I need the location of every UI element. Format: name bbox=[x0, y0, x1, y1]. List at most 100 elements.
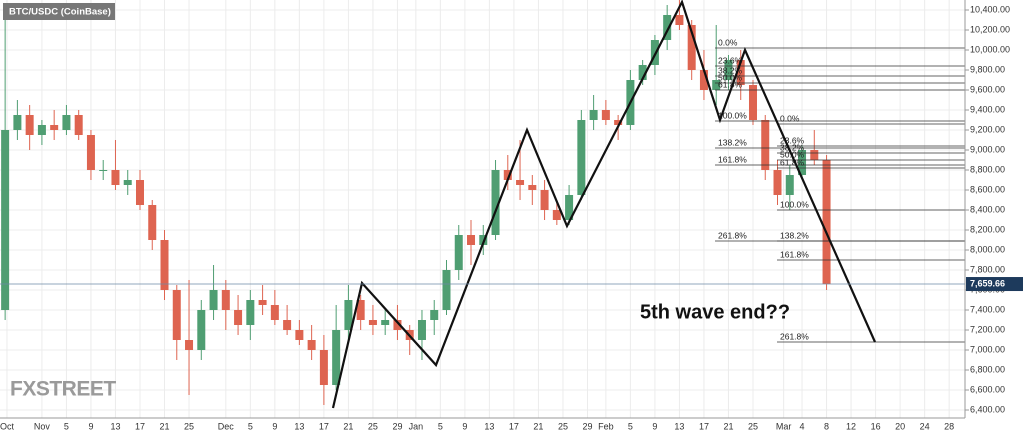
candle-body bbox=[393, 320, 402, 330]
x-tick-label: Jan bbox=[409, 421, 424, 431]
x-tick-label: 9 bbox=[88, 421, 93, 431]
y-tick-label: 8,200.00 bbox=[970, 224, 1005, 234]
y-tick-label: 8,000.00 bbox=[970, 244, 1005, 254]
candle-body bbox=[785, 175, 794, 195]
candle-body bbox=[503, 170, 512, 180]
x-tick-label: 21 bbox=[533, 421, 543, 431]
candle-body bbox=[528, 185, 537, 190]
candle-body bbox=[13, 115, 22, 130]
x-tick-label: 25 bbox=[748, 421, 758, 431]
x-tick-label: 4 bbox=[800, 421, 805, 431]
candle-body bbox=[25, 115, 34, 135]
x-tick-label: 24 bbox=[920, 421, 930, 431]
candle-body bbox=[307, 340, 316, 350]
x-tick-label: 9 bbox=[272, 421, 277, 431]
y-tick-label: 9,600.00 bbox=[970, 84, 1005, 94]
candle-body bbox=[319, 350, 328, 385]
candle-body bbox=[356, 300, 365, 320]
candle-body bbox=[663, 15, 672, 40]
y-tick-label: 8,600.00 bbox=[970, 184, 1005, 194]
candle-body bbox=[699, 70, 708, 90]
candle-body bbox=[172, 290, 181, 340]
x-tick-label: 13 bbox=[294, 421, 304, 431]
x-tick-label: 17 bbox=[135, 421, 145, 431]
fib-label: 138.2% bbox=[780, 230, 809, 240]
candle-body bbox=[822, 160, 831, 285]
fib-label: 23.6% bbox=[780, 135, 805, 145]
candle-body bbox=[761, 120, 770, 170]
candle-body bbox=[589, 110, 598, 120]
x-tick-label: 17 bbox=[699, 421, 709, 431]
title-box bbox=[3, 3, 115, 20]
candle-body bbox=[540, 190, 549, 210]
candle-body bbox=[442, 270, 451, 310]
fib-label: 0.0% bbox=[780, 113, 800, 123]
x-tick-label: 8 bbox=[824, 421, 829, 431]
x-tick-label: 9 bbox=[462, 421, 467, 431]
grid bbox=[0, 0, 969, 418]
x-tick-label: 25 bbox=[184, 421, 194, 431]
candle-body bbox=[123, 180, 132, 185]
fib-label: 261.8% bbox=[780, 331, 809, 341]
x-tick-label: 28 bbox=[944, 421, 954, 431]
candle-body bbox=[111, 170, 120, 185]
x-tick-label: Dec bbox=[218, 421, 235, 431]
candle-body bbox=[344, 300, 353, 330]
candle-body bbox=[209, 290, 218, 310]
y-tick-label: 9,200.00 bbox=[970, 124, 1005, 134]
candle-body bbox=[417, 320, 426, 340]
y-tick-label: 10,400.00 bbox=[970, 4, 1010, 14]
x-tick-label: 20 bbox=[895, 421, 905, 431]
x-tick-label: 5 bbox=[248, 421, 253, 431]
x-tick-label: 16 bbox=[871, 421, 881, 431]
fib-label: 50.0% bbox=[718, 72, 743, 82]
candle-body bbox=[185, 340, 194, 350]
fib-label: 0.0% bbox=[718, 37, 738, 47]
fib-label: 138.2% bbox=[718, 137, 747, 147]
candle-body bbox=[1, 130, 10, 310]
candle-body bbox=[234, 310, 243, 325]
candle-body bbox=[577, 120, 586, 195]
candle-body bbox=[270, 305, 279, 320]
x-tick-label: 25 bbox=[558, 421, 568, 431]
x-tick-label: Feb bbox=[598, 421, 614, 431]
candle-body bbox=[491, 170, 500, 235]
candle-body bbox=[381, 320, 390, 325]
x-tick-label: Oct bbox=[0, 421, 14, 431]
annotation: 5th wave end?? bbox=[640, 301, 790, 323]
candle-body bbox=[810, 150, 819, 160]
fib-label: 161.8% bbox=[780, 249, 809, 259]
x-tick-label: 13 bbox=[484, 421, 494, 431]
candle-body bbox=[601, 110, 610, 120]
fib-label: 61.8% bbox=[718, 79, 743, 89]
candle-body bbox=[430, 310, 439, 320]
candle-body bbox=[160, 240, 169, 290]
candle-body bbox=[148, 205, 157, 240]
x-tick-label: 9 bbox=[652, 421, 657, 431]
fib-label: 38.2% bbox=[718, 65, 743, 75]
x-tick-label: 5 bbox=[64, 421, 69, 431]
y-tick-label: 8,400.00 bbox=[970, 204, 1005, 214]
candle-body bbox=[197, 310, 206, 350]
candle-body bbox=[712, 80, 721, 90]
y-tick-label: 9,000.00 bbox=[970, 144, 1005, 154]
candle-body bbox=[62, 115, 71, 130]
y-tick-label: 10,000.00 bbox=[970, 44, 1010, 54]
x-tick-label: 5 bbox=[628, 421, 633, 431]
y-tick-label: 8,800.00 bbox=[970, 164, 1005, 174]
fib-label: 261.8% bbox=[718, 230, 747, 240]
candle-body bbox=[614, 120, 623, 125]
candle-body bbox=[86, 135, 95, 170]
candle-body bbox=[724, 60, 733, 80]
x-tick-label: Nov bbox=[34, 421, 51, 431]
candle-body bbox=[246, 300, 255, 325]
y-tick-label: 10,200.00 bbox=[970, 24, 1010, 34]
y-tick-label: 7,000.00 bbox=[970, 344, 1005, 354]
y-tick-label: 7,200.00 bbox=[970, 324, 1005, 334]
wave-line bbox=[331, 0, 877, 409]
candle-body bbox=[283, 320, 292, 330]
candle-body bbox=[295, 330, 304, 340]
candle-body bbox=[258, 300, 267, 305]
x-tick-label: 29 bbox=[582, 421, 592, 431]
